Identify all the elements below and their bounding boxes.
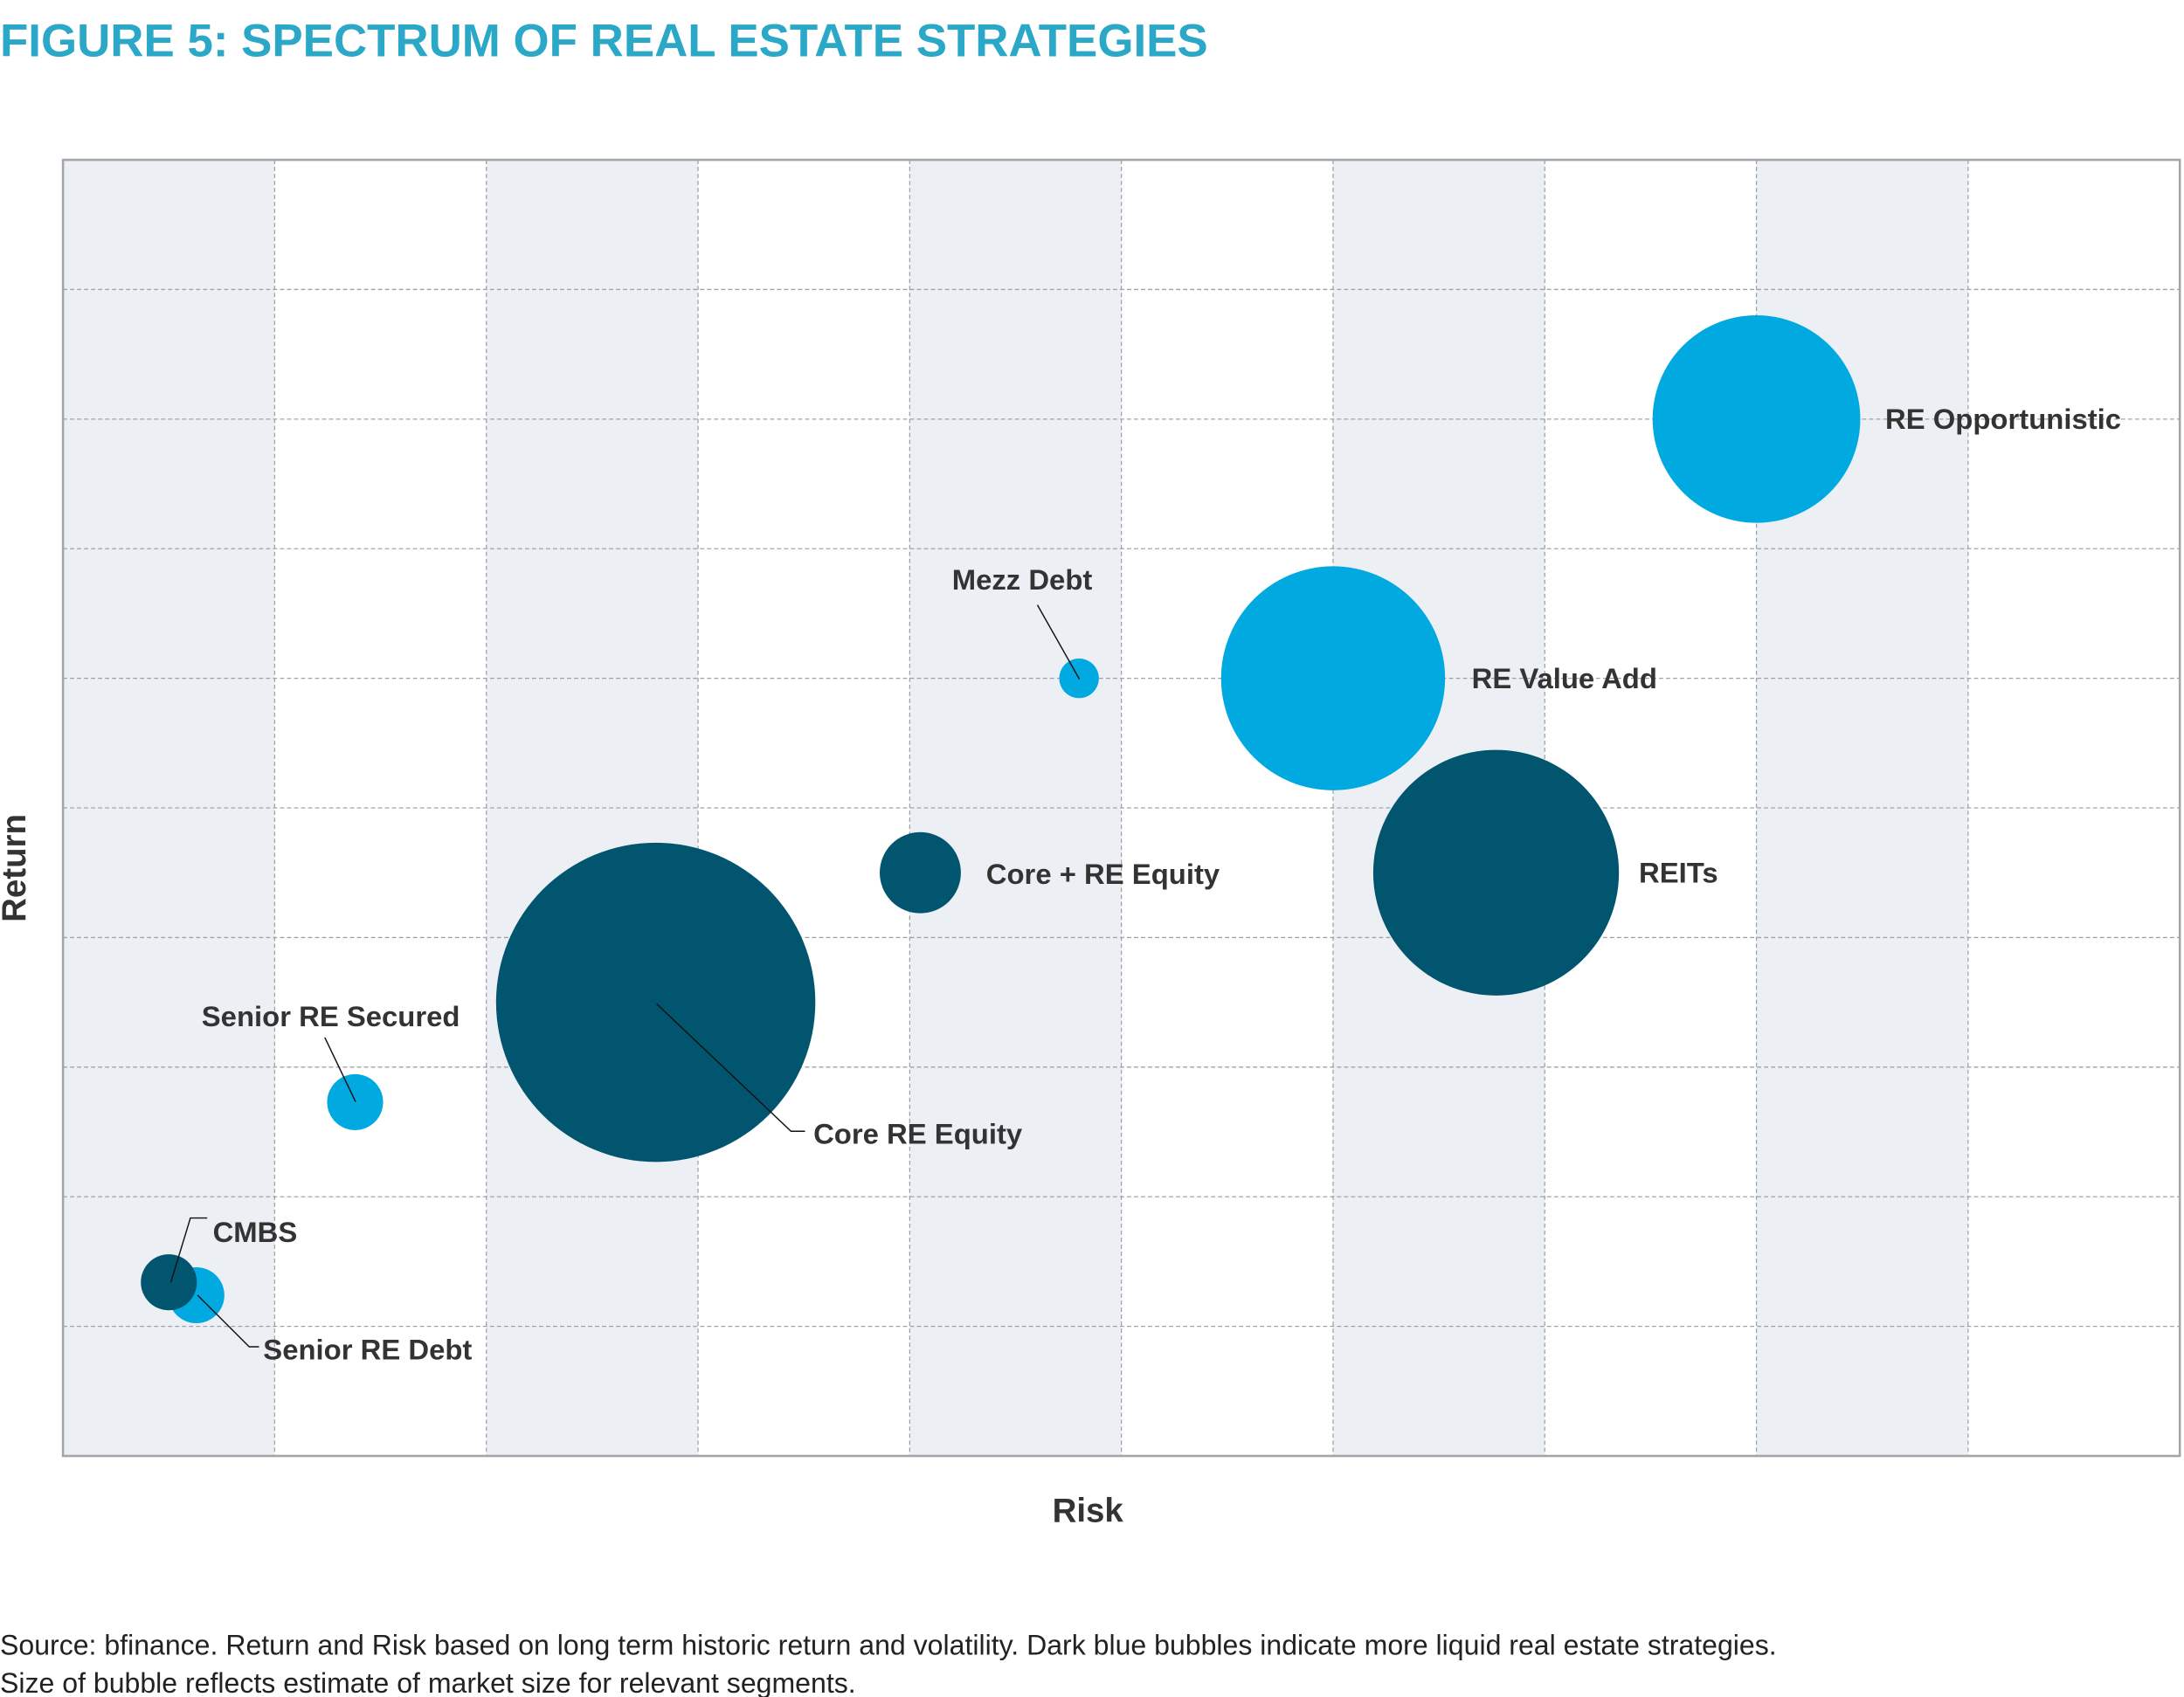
bubble-core-re-equity [880, 831, 961, 914]
label-cmbs: CMBS [213, 1216, 298, 1248]
plot-area: RE Opportunistic RE Value Add Mezz Debt REI… [61, 158, 2181, 1458]
label-core-re-equity: Core + RE Equity [986, 858, 1220, 890]
footer-note: Size of bubble reflects estimate of mark… [0, 1667, 856, 1697]
bubble-re-opportunistic [1652, 314, 1861, 523]
bubble-reits [1372, 749, 1620, 996]
bubble-senior-re-secured [327, 1073, 384, 1130]
plot-border [61, 158, 2181, 1458]
leader-line-senior-re-secured [324, 1037, 356, 1102]
bubble-cmbs [141, 1254, 197, 1311]
bubble-re-value-add [1220, 566, 1446, 790]
label-mezz-debt: Mezz Debt [952, 563, 1093, 596]
bubble-core-re-equity [495, 842, 816, 1162]
chart-title: FIGURE 5: SPECTRUM OF REAL ESTATE STRATE… [0, 15, 1208, 66]
footer-source: Source: bfinance. Return and Risk based … [0, 1630, 1777, 1661]
leader-line-mezz-debt [1036, 604, 1081, 679]
x-axis-label: Risk [1053, 1492, 1124, 1529]
label-senior-re-debt: Senior RE Debt [263, 1333, 472, 1365]
label-senior-re-secured: Senior RE Secured [202, 1000, 460, 1032]
leader-line-core-re-equity [656, 1003, 805, 1132]
leader-line-senior-re-debt [197, 1294, 259, 1348]
label-core-re-equity: Core RE Equity [813, 1118, 1023, 1150]
y-axis-label: Return [0, 814, 33, 922]
label-re-opportunistic: RE Opportunistic [1885, 403, 2121, 435]
label-re-value-add: RE Value Add [1472, 662, 1657, 694]
leader-line-cmbs [169, 1217, 208, 1283]
label-reits: REITs [1639, 856, 1718, 888]
